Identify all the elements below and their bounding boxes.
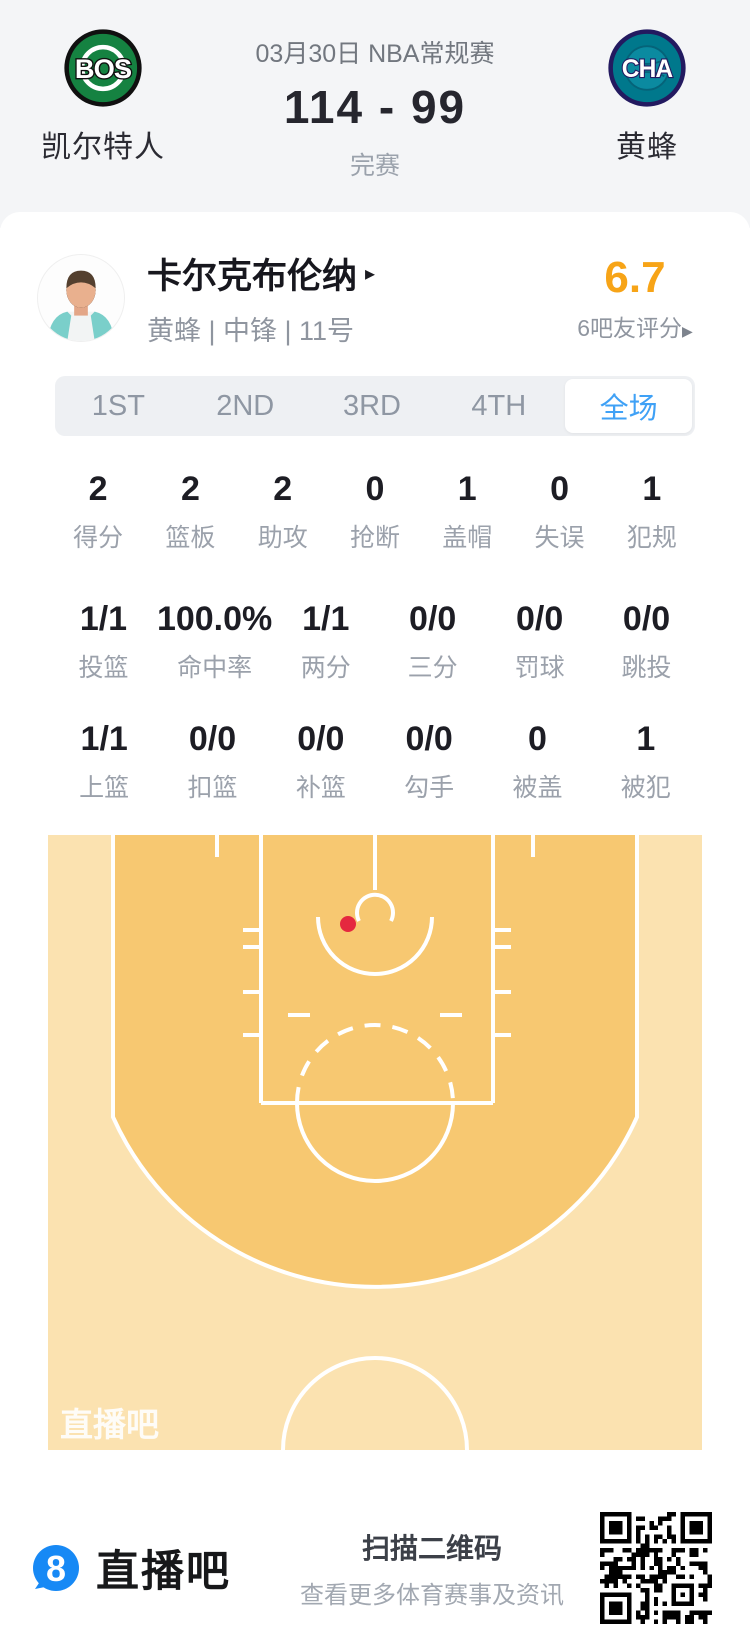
- stat-blocks: 1 盖帽: [442, 470, 493, 552]
- tab-2nd[interactable]: 2ND: [216, 389, 275, 422]
- stats-row-3: 1/1 上篮 0/0 扣篮 0/0 补篮 0/0 勾手 0 被盖 1 被犯: [50, 720, 700, 804]
- away-team[interactable]: CHA 黄蜂: [544, 28, 750, 166]
- stat-jumpshot: 0/0 跳投: [621, 600, 672, 682]
- player-card: 卡尔克布伦纳 ▸ 黄蜂 | 中锋 | 11号 6.7 6吧友评分▶ 1ST 2N…: [0, 212, 750, 1450]
- match-status: 完赛: [349, 152, 400, 180]
- stat-turnovers: 0 失误: [534, 470, 585, 552]
- stat-fg: 1/1 投篮: [78, 600, 129, 682]
- court-watermark: 直播吧: [60, 1406, 159, 1443]
- shot-dot: [340, 916, 356, 932]
- stat-ft: 0/0 罚球: [514, 600, 565, 682]
- stat-fouls: 1 犯规: [626, 470, 677, 552]
- home-team-abbr: BOS: [75, 53, 132, 84]
- player-photo: [38, 255, 124, 341]
- match-info: 03月30日 NBA常规赛 114 - 99 完赛: [206, 28, 544, 182]
- match-score: 114 - 99: [283, 81, 467, 133]
- rating-block[interactable]: 6.7 6吧友评分▶: [560, 253, 710, 343]
- home-team-name: 凯尔特人: [41, 131, 165, 164]
- rating-caption: 6吧友评分▶: [577, 315, 693, 341]
- stat-fg-pct: 100.0% 命中率: [156, 600, 273, 682]
- player-name: 卡尔克布伦纳: [147, 257, 358, 296]
- shot-chart: 直播吧: [48, 835, 702, 1450]
- zhibo8-logo-icon: 8: [33, 1545, 79, 1591]
- stat-layup: 1/1 上篮: [79, 720, 130, 802]
- away-team-logo: CHA: [608, 29, 686, 107]
- scan-hint: 扫描二维码 查看更多体育赛事及资讯: [300, 1527, 564, 1610]
- stat-putback: 0/0 补篮: [295, 720, 346, 802]
- tab-4th[interactable]: 4TH: [471, 389, 527, 422]
- stats-section: 2 得分 2 篮板 2 助攻 0 抢断 1 盖帽 0 失误 1 犯规 1/1 投篮 100.0%…: [0, 470, 750, 804]
- stats-row-1: 2 得分 2 篮板 2 助攻 0 抢断 1 盖帽 0 失误 1 犯规: [52, 470, 698, 554]
- home-team-logo: BOS: [64, 29, 142, 107]
- player-detail-arrow-icon: ▸: [365, 263, 376, 285]
- home-team[interactable]: BOS 凯尔特人: [0, 28, 206, 166]
- match-header: BOS 凯尔特人 03月30日 NBA常规赛 114 - 99 完赛 CHA 黄…: [0, 0, 750, 228]
- tab-3rd[interactable]: 3RD: [342, 389, 401, 422]
- app-footer: 8 直播吧 扫描二维码 查看更多体育赛事及资讯: [0, 1512, 750, 1624]
- qr-code: [600, 1512, 712, 1624]
- stat-assists: 2 助攻: [257, 470, 308, 552]
- match-date: 03月30日 NBA常规赛: [255, 40, 495, 68]
- rating-arrow-icon: ▶: [682, 323, 693, 339]
- quarter-tabs: 1ST 2ND 3RD 4TH 全场: [55, 376, 695, 436]
- tab-1st[interactable]: 1ST: [91, 389, 145, 422]
- rating-value: 6.7: [604, 253, 666, 302]
- player-meta: 黄蜂 | 中锋 | 11号: [147, 316, 355, 346]
- tab-full-game[interactable]: 全场: [565, 379, 692, 433]
- scan-title: 扫描二维码: [361, 1532, 502, 1564]
- stat-hook: 0/0 勾手: [404, 720, 455, 802]
- logo-8-glyph: 8: [46, 1548, 66, 1589]
- stat-steals: 0 抢断: [349, 470, 400, 552]
- stat-got-blocked: 0 被盖: [512, 720, 563, 802]
- stat-points: 2 得分: [73, 470, 124, 552]
- away-team-abbr: CHA: [622, 56, 674, 83]
- stat-dunk: 0/0 扣篮: [187, 720, 238, 802]
- stat-fouled: 1 被犯: [620, 720, 671, 802]
- player-summary: 卡尔克布伦纳 ▸ 黄蜂 | 中锋 | 11号 6.7 6吧友评分▶: [0, 212, 750, 348]
- away-team-name: 黄蜂: [616, 131, 678, 164]
- stat-rebounds: 2 篮板: [165, 470, 216, 552]
- brand-name: 直播吧: [96, 1548, 231, 1596]
- court-svg: 直播吧: [48, 835, 702, 1450]
- stat-2pt: 1/1 两分: [300, 600, 351, 682]
- player-avatar[interactable]: [37, 254, 125, 342]
- stat-3pt: 0/0 三分: [407, 600, 458, 682]
- stats-row-2: 1/1 投篮 100.0% 命中率 1/1 两分 0/0 三分 0/0 罚球 0/0 跳投: [50, 600, 700, 684]
- scan-subtitle: 查看更多体育赛事及资讯: [300, 1581, 564, 1609]
- player-info[interactable]: 卡尔克布伦纳 ▸ 黄蜂 | 中锋 | 11号: [147, 248, 375, 348]
